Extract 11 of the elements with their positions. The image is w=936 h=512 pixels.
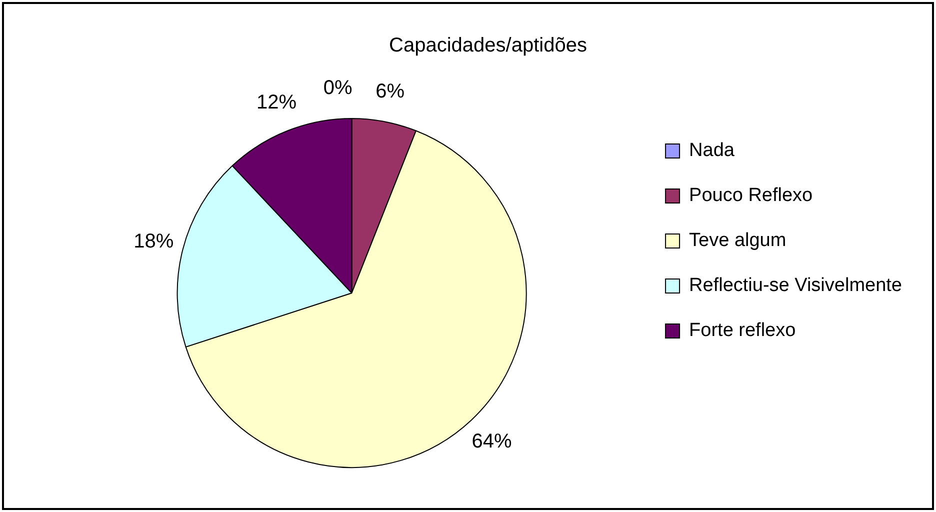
legend-label: Nada [689, 140, 735, 162]
legend-label: Forte reflexo [689, 320, 796, 342]
data-label: 18% [134, 230, 174, 253]
chart-title: Capacidades/aptidões [389, 34, 587, 57]
data-label: 64% [472, 430, 512, 453]
legend-label: Teve algum [689, 230, 786, 252]
data-label: 6% [376, 80, 405, 103]
data-label: 12% [256, 91, 297, 114]
legend-label: Reflectiu-se Visivelmente [689, 275, 902, 296]
text: 0% [323, 77, 352, 100]
legend-label: Pouco Reflexo [689, 185, 813, 206]
